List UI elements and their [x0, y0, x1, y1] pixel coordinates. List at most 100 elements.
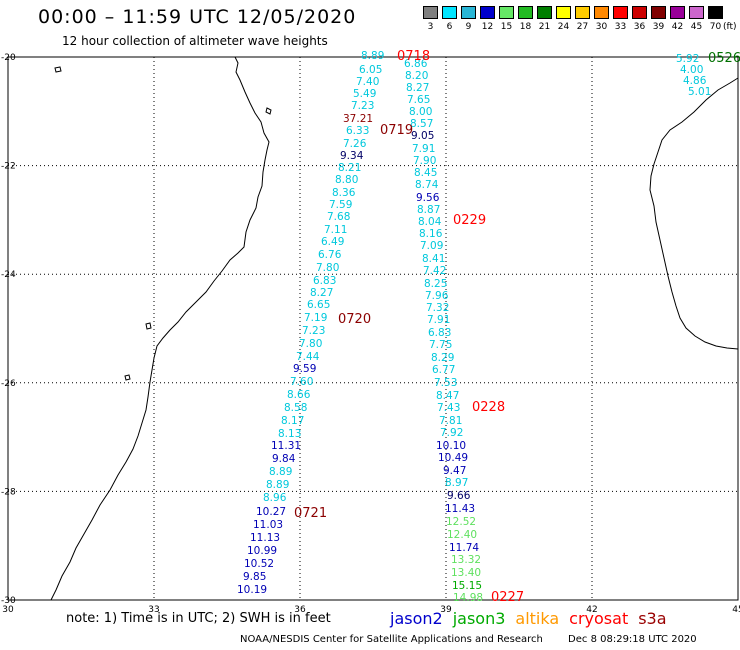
satellite-legend-item: cryosat [569, 609, 629, 628]
scale-swatch [632, 6, 647, 19]
scale-label: 42 [671, 22, 684, 32]
wave-height-value: 9.66 [447, 490, 471, 502]
lat-tick-label: -30 [1, 596, 16, 606]
scale-label: 3 [427, 22, 434, 32]
wave-height-value: 10.10 [436, 440, 466, 452]
wave-height-value: 7.53 [434, 377, 457, 389]
wave-height-value: 8.25 [424, 278, 447, 290]
wave-height-value: 12.40 [447, 529, 477, 541]
wave-height-value: 9.59 [293, 363, 316, 375]
wave-height-value: 8.16 [419, 228, 443, 240]
pass-time-label: 0721 [294, 506, 327, 521]
pass-time-label: 0526 [708, 51, 740, 66]
wave-height-value: 8.36 [332, 187, 356, 199]
pass-time-label: 0720 [338, 312, 371, 327]
map-frame [7, 56, 739, 601]
wave-height-value: 9.05 [411, 130, 434, 142]
wave-height-value: 37.21 [343, 113, 373, 125]
wave-height-value: 10.19 [237, 584, 267, 596]
satellite-legend-item: jason3 [452, 609, 506, 628]
wave-height-value: 12.52 [446, 516, 476, 528]
wave-height-value: 11.43 [445, 503, 475, 515]
wave-height-value: 8.87 [417, 204, 440, 216]
scale-swatch [708, 6, 723, 19]
wave-height-value: 7.96 [425, 290, 449, 302]
wave-height-value: 8.80 [335, 174, 358, 186]
wave-height-value: 9.84 [272, 453, 296, 465]
wave-height-value: 10.52 [244, 558, 274, 570]
pass-time-label: 0719 [380, 123, 413, 138]
wave-height-value: 9.47 [443, 465, 466, 477]
pass-time-label: 0229 [453, 213, 486, 228]
lon-tick-label: 42 [586, 605, 597, 615]
lat-tick-label: -26 [1, 379, 16, 389]
lon-tick-label: 45 [732, 605, 740, 615]
wave-height-value: 7.23 [302, 325, 325, 337]
small-island [265, 107, 272, 115]
scale-label: 70 [709, 22, 722, 32]
wave-height-value: 7.40 [356, 76, 379, 88]
wave-height-value: 7.44 [296, 351, 320, 363]
wave-height-value: 8.89 [269, 466, 292, 478]
scale-swatch [613, 6, 628, 19]
wave-height-value: 6.65 [307, 299, 330, 311]
africa-coastline [50, 56, 270, 601]
wave-height-value: 7.75 [429, 339, 452, 351]
wave-height-value: 9.34 [340, 150, 364, 162]
wave-height-value: 5.01 [688, 86, 711, 98]
lat-lon-grid [7, 56, 739, 601]
wave-height-value: 7.59 [329, 199, 352, 211]
lon-tick-label: 39 [440, 605, 452, 615]
lon-tick-label: 36 [294, 605, 306, 615]
wave-height-value: 8.00 [409, 106, 432, 118]
wave-height-value: 6.86 [404, 58, 428, 70]
wave-height-value: 9.85 [243, 571, 266, 583]
scale-label: 30 [595, 22, 608, 32]
wave-height-value: 8.27 [310, 287, 333, 299]
wave-height-value: 15.15 [452, 580, 482, 592]
scale-label: 36 [633, 22, 646, 32]
wave-height-value: 8.57 [410, 118, 433, 130]
wave-height-value: 8.89 [266, 479, 289, 491]
wave-height-value: 7.32 [426, 302, 449, 314]
wave-height-value: 7.19 [304, 312, 327, 324]
wave-height-value: 4.00 [680, 64, 703, 76]
scale-swatch [423, 6, 438, 19]
madagascar-coastline [649, 77, 739, 350]
wave-height-value: 7.68 [327, 211, 350, 223]
scale-label: 24 [557, 22, 570, 32]
scale-label: 18 [519, 22, 532, 32]
wave-height-value: 7.80 [299, 338, 322, 350]
wave-height-value: 6.33 [346, 125, 369, 137]
axis-ticks: 30 33 36 39 42 45 -20 -22 -24 -26 -28 -30 [1, 53, 740, 615]
scale-label: 9 [465, 22, 472, 32]
wave-height-value: 5.49 [353, 88, 376, 100]
wave-height-value: 8.47 [436, 390, 459, 402]
wave-height-value: 7.91 [412, 143, 435, 155]
wave-height-value: 6.05 [359, 64, 382, 76]
wave-height-value: 8.17 [281, 415, 304, 427]
lat-tick-label: -24 [1, 270, 16, 280]
scale-label: 33 [614, 22, 627, 32]
wave-height-value: 6.83 [313, 275, 336, 287]
lat-tick-label: -28 [1, 487, 16, 497]
wave-height-value: 8.21 [338, 162, 361, 174]
scale-swatch [670, 6, 685, 19]
scale-swatch [442, 6, 457, 19]
wave-height-value: 10.99 [247, 545, 277, 557]
scale-label: 27 [576, 22, 589, 32]
scale-swatch [594, 6, 609, 19]
altimeter-tracks: 8.896.057.405.497.2337.216.337.269.348.2… [237, 50, 711, 604]
wave-height-value: 7.92 [440, 427, 463, 439]
wave-height-value: 7.91 [427, 314, 450, 326]
scale-swatch [499, 6, 514, 19]
scale-label: 39 [652, 22, 665, 32]
scale-label: 15 [500, 22, 513, 32]
pass-time-label: 0228 [472, 400, 505, 415]
wave-height-value: 7.60 [290, 376, 313, 388]
wave-height-value: 8.20 [405, 70, 428, 82]
scale-label: 6 [446, 22, 453, 32]
satellite-legend-item: jason2 [390, 609, 443, 628]
scale-swatch [575, 6, 590, 19]
